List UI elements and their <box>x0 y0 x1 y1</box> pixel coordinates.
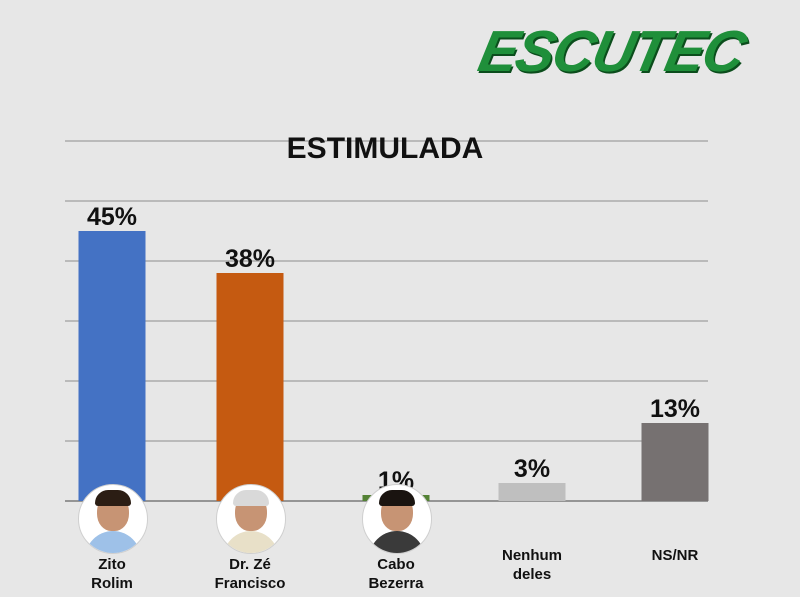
category-label: Cabo Bezerra <box>368 556 424 592</box>
category-label: Nenhum deles <box>502 547 562 583</box>
bar <box>216 273 284 501</box>
bar <box>78 231 146 501</box>
category-label: Zito Rolim <box>91 556 133 592</box>
bar <box>641 423 709 501</box>
escutec-logo: ESCUTEC <box>473 19 751 84</box>
category-label: NS/NR <box>651 547 699 564</box>
candidate-photo-icon <box>216 484 286 554</box>
data-label: 3% <box>514 455 550 483</box>
data-label: 45% <box>87 203 137 231</box>
chart-title: ESTIMULADA <box>286 132 484 165</box>
data-label: 13% <box>650 395 700 423</box>
bar <box>498 483 566 501</box>
data-label: 38% <box>225 245 275 273</box>
category-label: Dr. Zé Francisco <box>214 556 286 592</box>
candidate-photo-icon <box>362 484 432 554</box>
candidate-photo-icon <box>78 484 148 554</box>
